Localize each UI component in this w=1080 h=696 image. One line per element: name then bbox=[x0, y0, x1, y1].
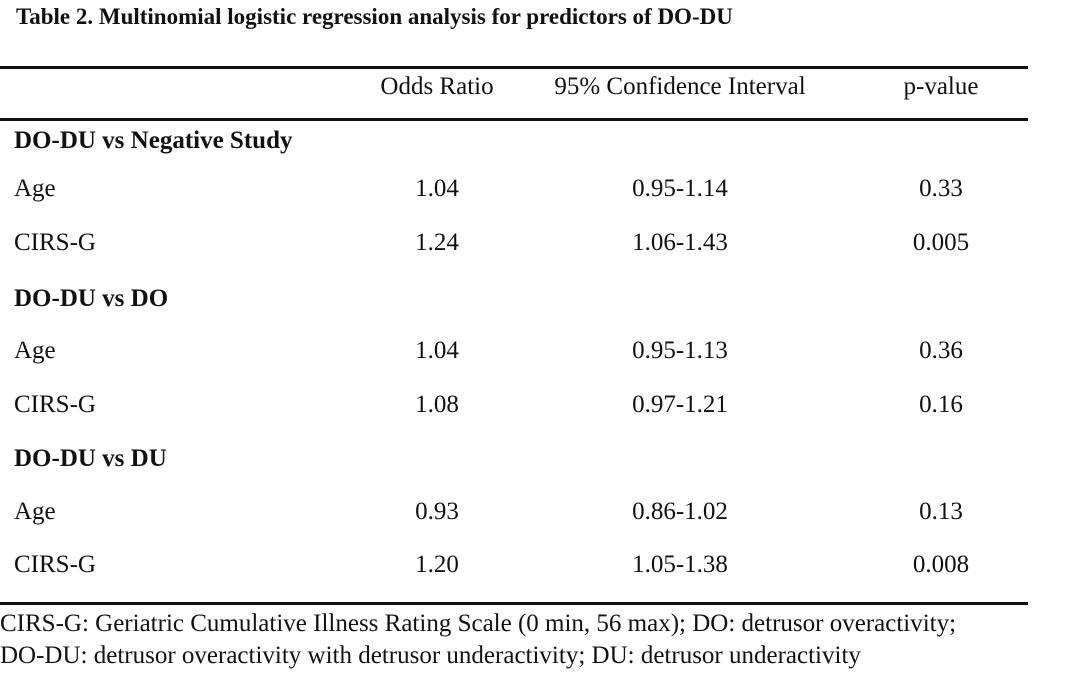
p-value-cell: 0.008 bbox=[912, 551, 970, 578]
ci-cell: 0.97-1.21 bbox=[632, 391, 728, 418]
row-label: CIRS-G bbox=[14, 551, 96, 578]
odds-ratio-cell: 1.24 bbox=[415, 229, 459, 256]
row-label: Age bbox=[14, 337, 56, 364]
row-label: Age bbox=[14, 498, 56, 525]
footnote-line: CIRS-G: Geriatric Cumulative Illness Rat… bbox=[0, 610, 957, 637]
ci-cell: 0.95-1.13 bbox=[632, 337, 728, 364]
top-rule bbox=[0, 66, 1028, 69]
odds-ratio-cell: 0.93 bbox=[415, 498, 459, 525]
footnote-line: DO-DU: detrusor overactivity with detrus… bbox=[0, 642, 861, 669]
row-label: CIRS-G bbox=[14, 229, 96, 256]
ci-cell: 1.05-1.38 bbox=[632, 551, 728, 578]
group-label: DO-DU vs DU bbox=[14, 445, 167, 472]
ci-cell: 1.06-1.43 bbox=[632, 229, 728, 256]
odds-ratio-cell: 1.20 bbox=[415, 551, 459, 578]
group-label: DO-DU vs Negative Study bbox=[14, 127, 293, 154]
bottom-rule bbox=[0, 602, 1028, 605]
p-value-cell: 0.16 bbox=[919, 391, 963, 418]
p-value-cell: 0.005 bbox=[912, 229, 970, 256]
p-value-cell: 0.33 bbox=[919, 175, 963, 202]
header-rule bbox=[0, 118, 1028, 121]
p-value-cell: 0.13 bbox=[919, 498, 963, 525]
ci-cell: 0.95-1.14 bbox=[632, 175, 728, 202]
group-label: DO-DU vs DO bbox=[14, 285, 169, 312]
row-label: Age bbox=[14, 175, 56, 202]
row-label: CIRS-G bbox=[14, 391, 96, 418]
odds-ratio-cell: 1.08 bbox=[415, 391, 459, 418]
odds-ratio-cell: 1.04 bbox=[415, 337, 459, 364]
table-footnote: CIRS-G: Geriatric Cumulative Illness Rat… bbox=[0, 608, 1080, 672]
ci-cell: 0.86-1.02 bbox=[632, 498, 728, 525]
table-title: Table 2. Multinomial logistic regression… bbox=[16, 4, 733, 29]
header-confidence-interval: 95% Confidence Interval bbox=[554, 73, 806, 100]
p-value-cell: 0.36 bbox=[919, 337, 963, 364]
header-p-value: p-value bbox=[903, 73, 979, 100]
header-odds-ratio: Odds Ratio bbox=[380, 73, 494, 100]
odds-ratio-cell: 1.04 bbox=[415, 175, 459, 202]
